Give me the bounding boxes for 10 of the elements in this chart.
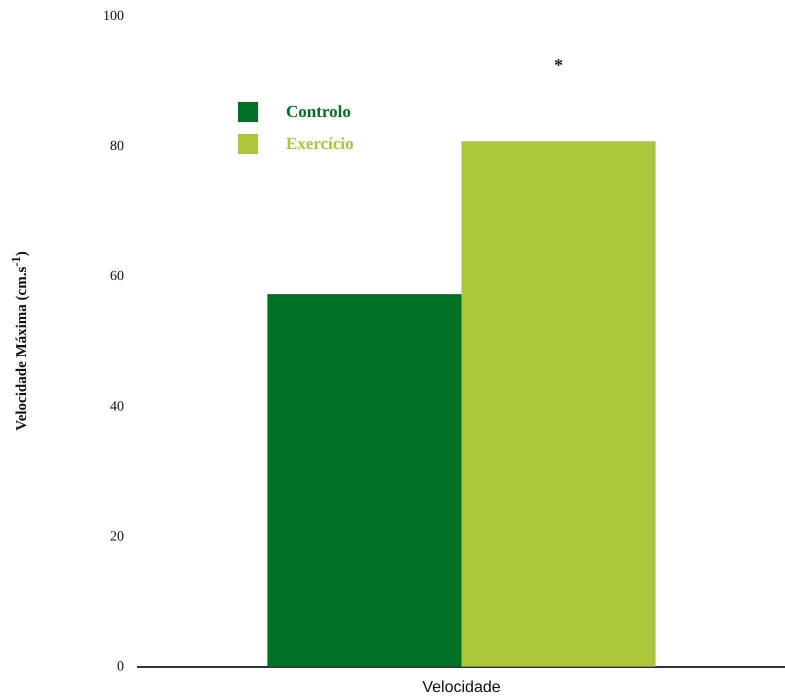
y-tick-label: 0	[117, 659, 124, 674]
y-tick-label: 80	[110, 139, 124, 154]
y-tick-label: 100	[103, 9, 124, 24]
legend-label: Exercício	[286, 134, 354, 154]
y-tick-label: 40	[110, 399, 124, 414]
x-tick-label: Velocidade	[422, 678, 501, 696]
legend-label: Controlo	[286, 102, 351, 122]
annotation: *	[554, 54, 564, 75]
y-tick-label: 60	[110, 269, 124, 284]
y-tick-label: 20	[110, 529, 124, 544]
